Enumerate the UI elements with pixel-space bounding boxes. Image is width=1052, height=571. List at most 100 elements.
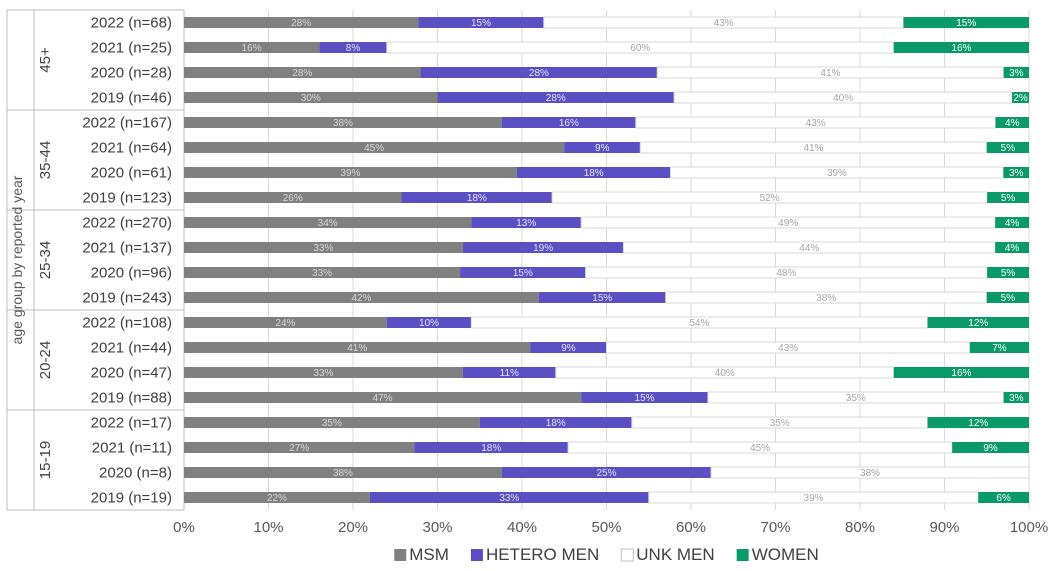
x-tick-label: 40% (507, 519, 537, 536)
data-label: 40% (715, 368, 735, 379)
data-label: 54% (689, 318, 709, 329)
bar-segment-msm (184, 92, 438, 103)
bar-segment-msm (184, 17, 419, 28)
data-label: 4% (1005, 118, 1020, 129)
category-label: 2022 (n=108) (82, 315, 172, 332)
bar-segment-msm (184, 417, 480, 428)
legend-swatch (620, 548, 634, 562)
data-label: 38% (333, 468, 353, 479)
data-label: 3% (1009, 168, 1024, 179)
legend-label: MSM (409, 545, 449, 564)
bar-segment-women (1003, 167, 1029, 178)
category-label: 2019 (n=123) (82, 190, 172, 207)
data-label: 35% (322, 418, 342, 429)
category-label: 2020 (n=47) (91, 365, 172, 382)
bar-segment-hetero-men (471, 217, 582, 228)
data-label: 25% (596, 468, 616, 479)
data-label: 33% (312, 268, 332, 279)
data-label: 28% (546, 93, 566, 104)
legend-label: UNK MEN (636, 545, 714, 564)
data-label: 16% (559, 118, 579, 129)
bar-segment-msm (184, 467, 502, 478)
bar-segment-hetero-men (460, 267, 586, 278)
x-tick-label: 100% (1010, 519, 1048, 536)
data-label: 43% (778, 343, 798, 354)
x-tick-labels: 0% 10% 20% 30% 40% 50% 60% 70% 80% 90% 100% (173, 519, 1048, 536)
data-label: 9% (595, 143, 610, 154)
x-tick-label: 90% (929, 519, 959, 536)
data-label: 4% (1005, 243, 1020, 254)
data-label: 30% (301, 93, 321, 104)
bar-segment-hetero-men (418, 17, 544, 28)
legend: MSM HETERO MEN UNK MEN WOMEN (394, 545, 819, 564)
bar-segment-women (1003, 392, 1029, 403)
data-label: 15% (513, 268, 533, 279)
bar-segment-hetero-men (462, 242, 624, 253)
category-label: 2022 (n=167) (82, 115, 172, 132)
data-label: 6% (996, 493, 1011, 504)
legend-label: HETERO MEN (486, 545, 599, 564)
data-label: 39% (340, 168, 360, 179)
data-label: 15% (592, 293, 612, 304)
legend-swatch (470, 549, 483, 561)
data-label: 11% (500, 368, 519, 379)
data-label: 5% (1001, 268, 1016, 279)
age-group-label: 15-19 (37, 441, 54, 479)
x-tick-label: 30% (422, 519, 452, 536)
data-label: 18% (467, 193, 487, 204)
data-label: 38% (333, 118, 353, 129)
bar-segment-women (893, 42, 1029, 53)
bar-segment-women (986, 292, 1029, 303)
legend-item: WOMEN (736, 545, 819, 564)
bar-segment-hetero-men (501, 117, 636, 128)
data-label: 16% (951, 368, 971, 379)
category-label: 2020 (n=96) (91, 265, 172, 282)
bar-segment-unk-men (567, 441, 953, 454)
x-tick-label: 60% (676, 519, 706, 536)
bar-segment-women (903, 17, 1029, 28)
age-group-label: 25-34 (37, 241, 54, 279)
data-label: 38% (816, 293, 836, 304)
bar-segment-hetero-men (538, 292, 666, 303)
data-label: 4% (1005, 218, 1020, 229)
bars-layer: 28% 15% 43% 15% 16% 8% 60% 16% 28% 28% 41% 3% 30% 28%… (184, 16, 1030, 504)
data-label: 16% (951, 43, 971, 54)
bar-segment-women (987, 192, 1029, 203)
data-label: 28% (291, 18, 311, 29)
bar-segment-msm (184, 442, 415, 453)
data-label: 34% (318, 218, 338, 229)
bar-segment-msm (184, 67, 421, 78)
bar-segment-women (986, 142, 1029, 153)
category-labels: 2022 (n=68) 2021 (n=25) 2020 (n=28) 2019 (n… (82, 15, 172, 507)
bar-segment-women (1003, 67, 1029, 78)
x-tick-label: 80% (845, 519, 875, 536)
data-label: 18% (584, 168, 604, 179)
category-label: 2021 (n=137) (82, 240, 172, 257)
data-label: 15% (471, 18, 491, 29)
data-label: 27% (289, 443, 309, 454)
data-label: 9% (983, 443, 998, 454)
data-label: 22% (267, 493, 287, 504)
bar-segment-msm (184, 142, 565, 153)
bar-segment-hetero-men (414, 442, 569, 453)
bar-segment-hetero-men (420, 67, 658, 78)
bar-segment-msm (184, 392, 582, 403)
bar-segment-msm (184, 292, 539, 303)
data-label: 3% (1009, 68, 1024, 79)
category-label: 2020 (n=28) (91, 65, 172, 82)
bar-segment-women (969, 342, 1029, 353)
data-label: 35% (770, 418, 790, 429)
bar-segment-msm (184, 217, 472, 228)
data-label: 2% (1013, 93, 1028, 104)
bar-segment-hetero-men (462, 367, 556, 378)
data-label: 33% (313, 368, 333, 379)
bar-segment-women (978, 492, 1029, 503)
bar-segment-hetero-men (437, 92, 675, 103)
data-label: 12% (968, 318, 988, 329)
data-label: 45% (364, 143, 384, 154)
category-label: 2021 (n=44) (91, 340, 172, 357)
data-label: 5% (1001, 193, 1016, 204)
y-axis-title: age group by reported year (9, 175, 25, 344)
data-label: 9% (561, 343, 576, 354)
